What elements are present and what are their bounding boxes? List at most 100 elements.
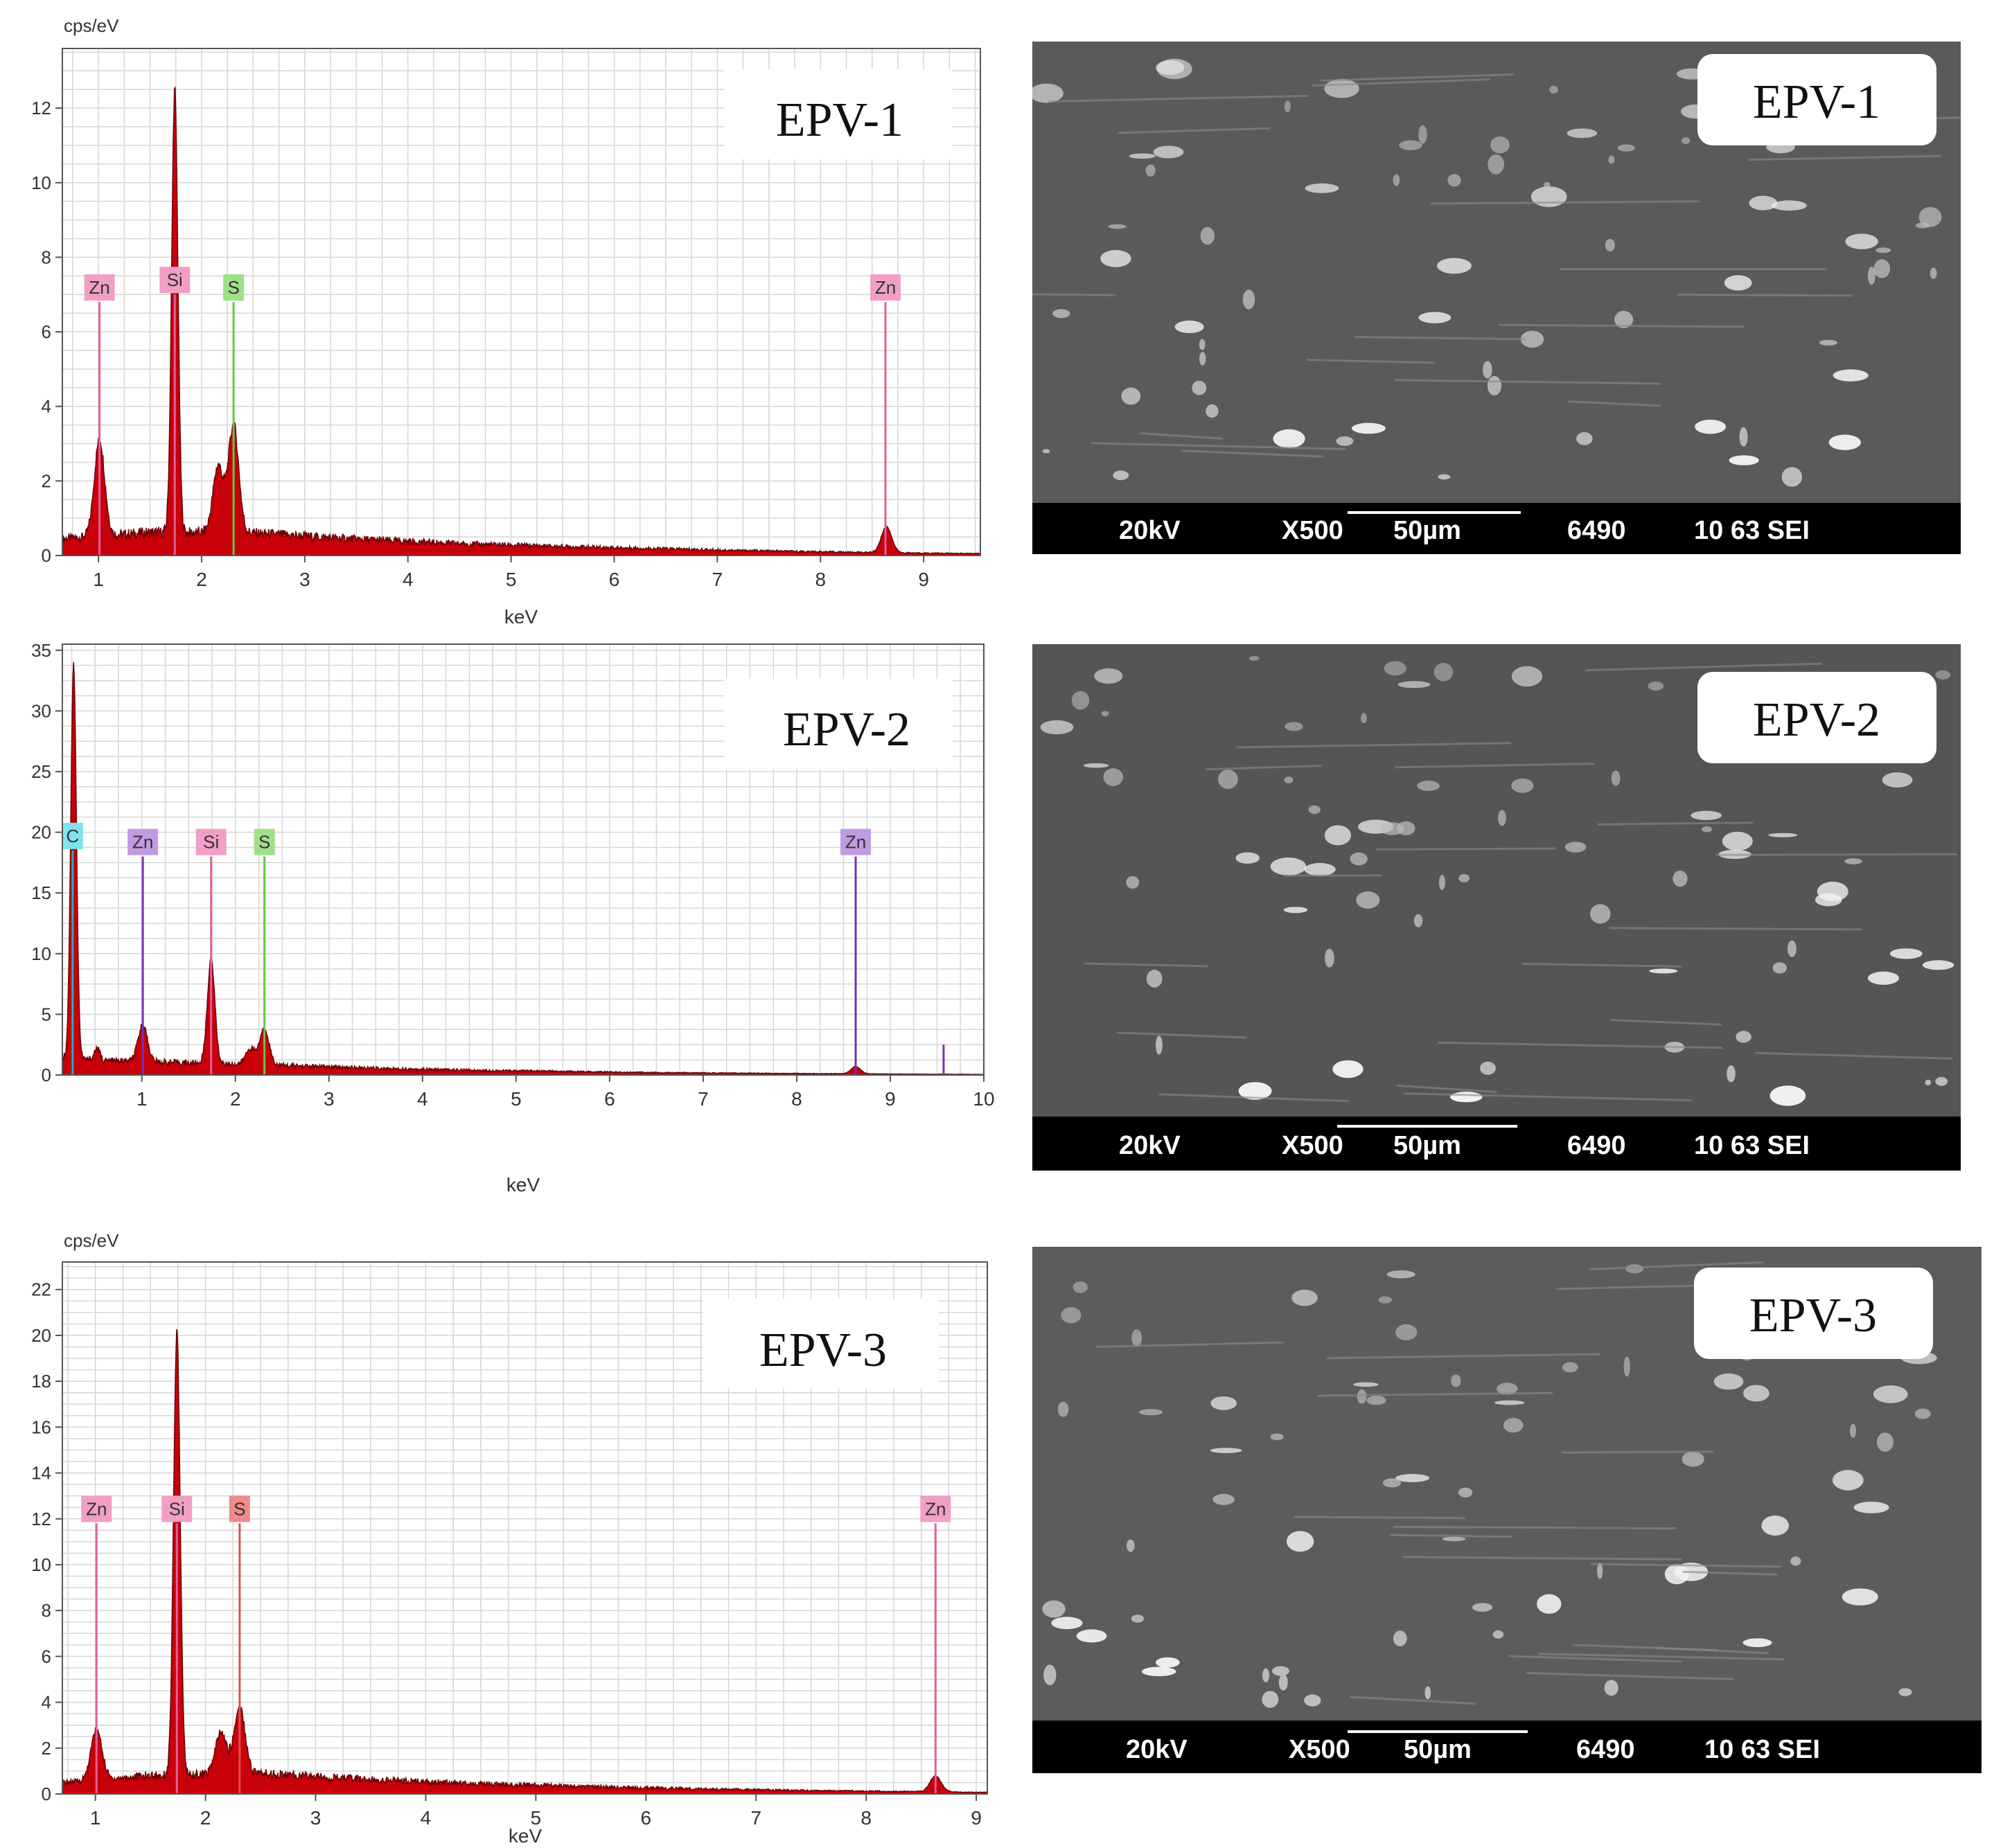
surface-particle	[1108, 224, 1127, 229]
surface-particle	[1042, 1600, 1066, 1618]
surface-particle	[1283, 907, 1308, 914]
surface-particle	[1488, 154, 1505, 175]
surface-particle	[1270, 858, 1307, 876]
surface-particle	[1399, 140, 1422, 150]
element-tag-label: Si	[169, 1498, 185, 1519]
surface-particle	[1332, 1060, 1364, 1078]
surface-particle	[1549, 85, 1558, 94]
y-axis-label: cps/eV	[64, 15, 119, 36]
surface-streak	[1139, 432, 1223, 440]
plot-frame	[62, 1261, 988, 1795]
surface-particle	[1270, 1433, 1284, 1441]
surface-particle	[1071, 691, 1090, 710]
element-tag-label: S	[258, 832, 270, 853]
surface-particle	[1458, 1487, 1473, 1498]
sem-image-epv3: EPV-3 20kV X500 50µm 6490 10 63 SEI	[1032, 1247, 1982, 1773]
surface-streak	[1118, 127, 1270, 134]
surface-particle	[1101, 711, 1109, 717]
x-axis-label: keV	[504, 606, 538, 623]
surface-particle	[1285, 722, 1303, 731]
surface-streak	[1526, 1671, 1733, 1680]
chart-title: EPV-2	[783, 703, 910, 756]
surface-particle	[1819, 339, 1837, 346]
surface-particle	[1833, 369, 1869, 382]
surface-particle	[1682, 1451, 1704, 1467]
image-code: 10 63 SEI	[1694, 1131, 1810, 1160]
voltage-label: 20kV	[1126, 1735, 1188, 1764]
surface-streak	[1158, 1093, 1349, 1103]
element-tag: C	[62, 822, 83, 849]
surface-streak	[1682, 1570, 1778, 1576]
surface-particle	[1155, 1657, 1180, 1668]
y-tick-label: 8	[42, 1600, 51, 1621]
surface-particle	[1623, 1356, 1630, 1377]
magnification-label: X500	[1289, 1735, 1350, 1764]
surface-streak	[1236, 742, 1512, 749]
surface-particle	[1424, 1686, 1431, 1700]
element-tag: S	[223, 274, 245, 301]
element-tag: Si	[195, 828, 227, 855]
voltage-label: 20kV	[1119, 516, 1181, 545]
surface-particle	[1867, 971, 1899, 985]
surface-particle	[1156, 1036, 1163, 1055]
title-box	[703, 1299, 939, 1389]
spectrum-area	[62, 1329, 988, 1795]
surface-streak	[1048, 94, 1309, 103]
surface-particle	[1520, 330, 1544, 348]
spectrum-area	[62, 86, 981, 556]
element-tag-label: Zn	[845, 832, 866, 853]
surface-particle	[1042, 449, 1050, 454]
y-tick-label: 18	[31, 1371, 51, 1392]
y-tick-label: 10	[31, 943, 51, 964]
surface-streak	[1306, 358, 1435, 364]
y-tick-label: 6	[42, 321, 51, 342]
surface-particle	[1433, 663, 1454, 682]
x-tick-label: 4	[421, 1807, 432, 1829]
x-tick-label: 7	[698, 1088, 709, 1110]
surface-particle	[1131, 1615, 1144, 1623]
title-box	[1697, 54, 1936, 145]
surface-particle	[1040, 720, 1074, 735]
element-lines: C Zn Si S Zn	[62, 822, 945, 1075]
element-tag-label: S	[233, 1498, 245, 1519]
surface-particle	[1356, 891, 1380, 909]
surface-particle	[1238, 1082, 1272, 1100]
magnification-label: X500	[1282, 516, 1343, 545]
surface-particle	[1437, 258, 1472, 274]
element-lines: Zn Si S Zn	[84, 267, 901, 556]
image-number: 6490	[1567, 1131, 1626, 1160]
surface-particle	[1200, 226, 1215, 245]
sem-info-bar: 20kV X500 50µm 6490 10 63 SEI	[1032, 1117, 1961, 1171]
surface-particle	[1451, 1374, 1461, 1387]
surface-particle	[1772, 962, 1787, 974]
surface-particle	[1450, 1092, 1483, 1103]
y-tick-label: 5	[42, 1004, 51, 1024]
surface-streak	[1116, 1031, 1247, 1039]
surface-particle	[1608, 155, 1615, 164]
x-tick-label: 5	[506, 569, 517, 590]
surface-particle	[1395, 1474, 1430, 1482]
image-code: 10 63 SEI	[1704, 1735, 1820, 1764]
sem-info-bar: 20kV X500 50µm 6490 10 63 SEI	[1032, 503, 1961, 554]
x-tick-label: 10	[973, 1088, 994, 1110]
surface-particle	[1413, 914, 1423, 927]
surface-streak	[1389, 1534, 1512, 1538]
surface-streak	[1568, 400, 1661, 407]
surface-particle	[1458, 874, 1470, 882]
surface-particle	[1770, 1085, 1806, 1106]
element-tag-label: Si	[167, 269, 183, 290]
surface-features	[1032, 58, 1961, 487]
image-title: EPV-1	[1753, 75, 1880, 129]
surface-particle	[1174, 320, 1204, 333]
spectrum-area	[62, 661, 985, 1076]
surface-particle	[1262, 1691, 1279, 1708]
y-tick-label: 6	[42, 1646, 51, 1667]
x-tick-label: 4	[403, 569, 414, 590]
surface-streak	[1396, 1084, 1497, 1094]
surface-particle	[1543, 181, 1551, 189]
x-tick-label: 1	[93, 569, 104, 590]
surface-streak	[1320, 73, 1514, 82]
surface-particle	[1768, 833, 1798, 837]
surface-streak	[1585, 662, 1822, 672]
